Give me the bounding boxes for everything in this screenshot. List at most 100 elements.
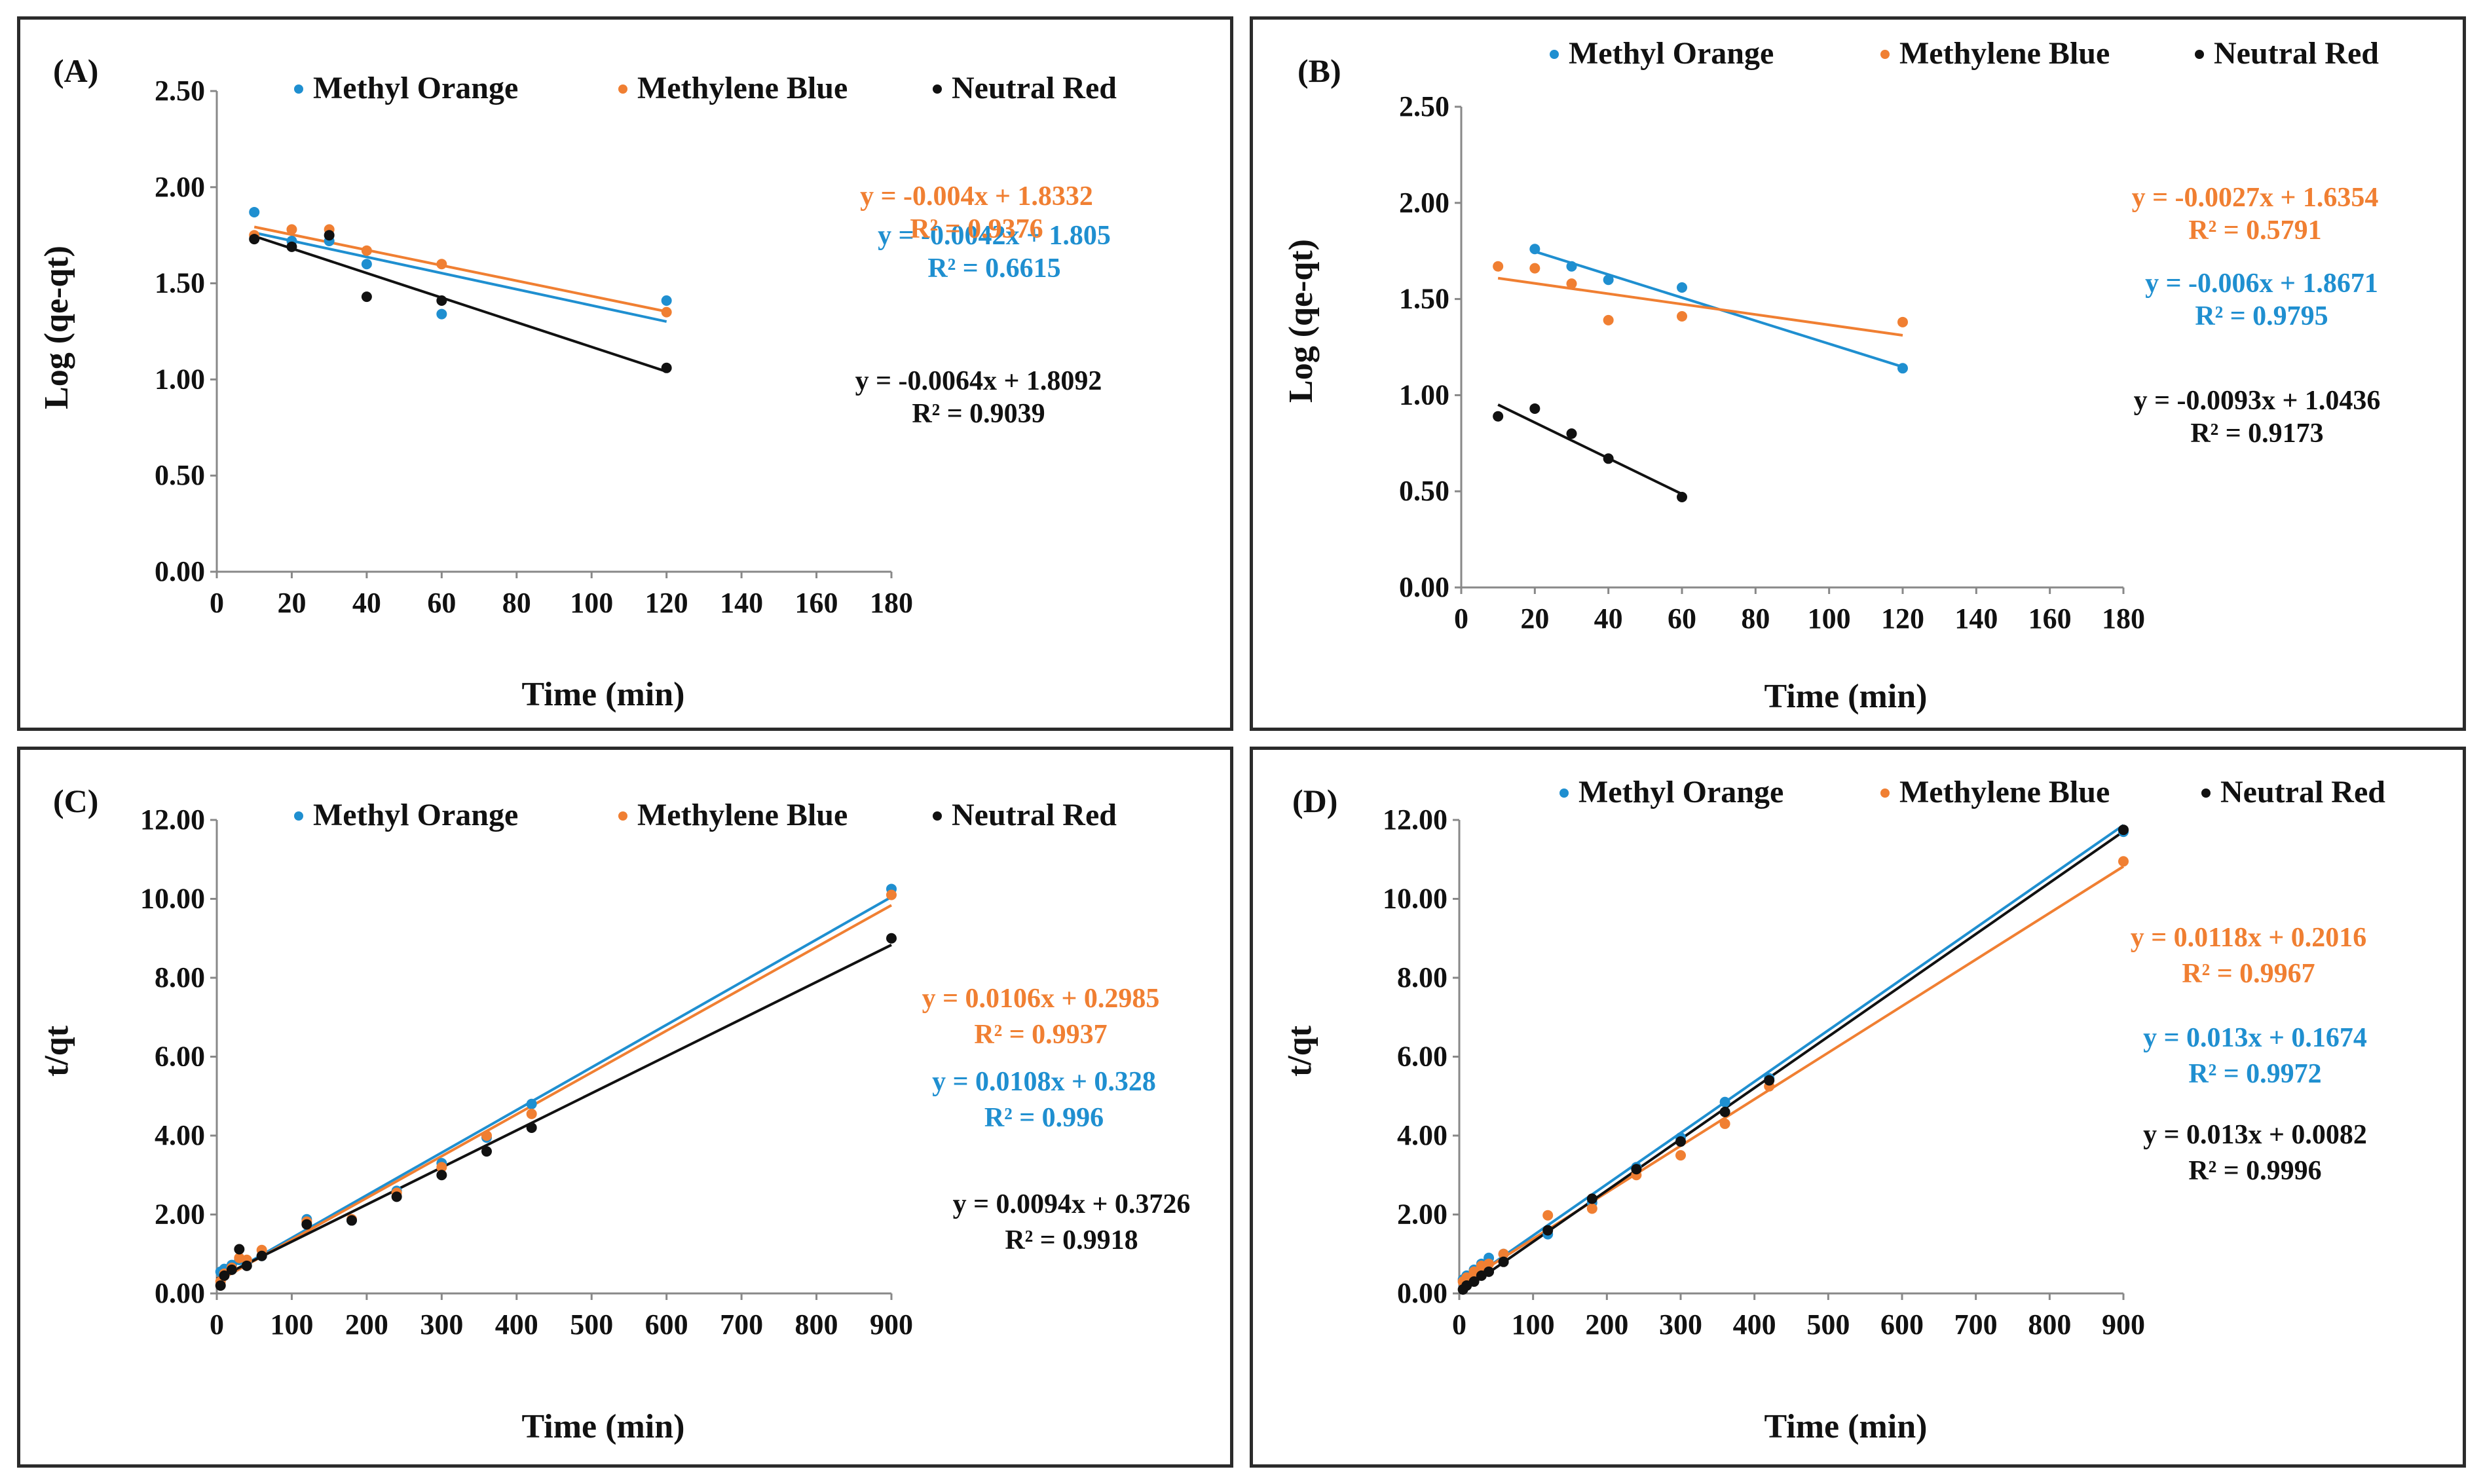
data-point [1603,274,1614,286]
trendline [253,231,667,323]
r-squared-label: R² = 0.5791 [2188,215,2321,246]
data-point [1603,453,1614,464]
legend-entry: Methyl Orange [1569,36,1774,71]
x-tick-label: 0 [210,587,224,619]
data-point [1529,244,1540,255]
x-tick-label: 600 [1880,1308,1924,1341]
trendline [1458,824,2125,1288]
legend-marker [294,84,303,94]
x-tick-label: 400 [1733,1308,1776,1341]
data-point [1566,261,1577,272]
chart-panel-c: (C) Methyl Orange Methylene Blue Neutral Re… [17,747,1233,1468]
legend-marker [618,811,627,821]
x-tick-label: 300 [420,1308,463,1341]
y-tick-label: 1.00 [155,363,205,395]
legend-marker [1559,788,1569,798]
data-point [256,1250,267,1261]
data-point [1677,311,1687,322]
trendline-equation: y = 0.0108x + 0.328 [932,1067,1156,1097]
y-tick-label: 0.50 [155,459,205,491]
data-point [1897,316,1908,327]
trendline-equation: y = 0.0118x + 0.2016 [2131,923,2367,953]
data-point [886,889,897,900]
data-point [436,308,447,320]
data-point [234,1244,245,1255]
data-point [1493,411,1504,422]
y-tick-label: 2.50 [1399,90,1449,122]
data-point [481,1146,492,1157]
data-point [1529,403,1540,414]
legend-marker [2195,50,2204,59]
data-point [1498,1256,1509,1267]
data-point [2118,856,2129,867]
legend-marker [294,811,303,821]
legend-marker [1880,50,1890,59]
r-squared-label: R² = 0.6615 [927,253,1060,284]
data-point [436,295,447,306]
legend-marker [1880,788,1890,798]
x-tick-label: 900 [2102,1308,2145,1341]
y-axis-label: t/qt [38,1025,75,1077]
x-axis-label: Time (min) [522,676,685,713]
chart-a-svg: (A) Methyl Orange Methylene Blue Neutral Re… [38,52,1117,713]
legend-marker [1550,50,1559,59]
trendline [1497,403,1683,496]
data-point [301,1219,312,1230]
x-tick-label: 100 [270,1308,313,1341]
trendline-equation: y = 0.013x + 0.1674 [2143,1023,2367,1053]
data-point [886,933,897,944]
legend-entry: Methylene Blue [1899,775,2110,809]
data-point [226,1264,237,1275]
trendline [253,225,667,313]
data-point [1566,278,1577,289]
trendline-equation: y = 0.0106x + 0.2985 [922,984,1160,1014]
x-tick-label: 700 [1954,1308,1998,1341]
data-point [286,241,297,252]
trendline-equation: y = -0.0042x + 1.805 [878,221,1111,251]
data-point [1468,1276,1480,1287]
data-point [436,1170,447,1181]
x-tick-label: 600 [645,1308,688,1341]
r-squared-label: R² = 0.9795 [2195,301,2328,331]
data-point [324,230,335,241]
y-tick-label: 12.00 [1383,804,1447,836]
trendline-equation: y = 0.013x + 0.0082 [2143,1120,2367,1150]
x-axis-label: Time (min) [1764,678,1928,715]
data-point [526,1122,537,1133]
x-tick-label: 100 [1808,603,1851,635]
x-axis-label: Time (min) [522,1408,685,1445]
x-tick-label: 80 [1741,603,1770,635]
x-tick-label: 800 [2028,1308,2071,1341]
data-point [361,245,372,256]
x-tick-label: 700 [720,1308,763,1341]
x-tick-label: 120 [1881,603,1924,635]
x-tick-label: 140 [720,587,763,619]
x-tick-label: 200 [1585,1308,1628,1341]
panel-label: (A) [53,52,98,89]
y-tick-label: 2.00 [1399,187,1449,219]
y-tick-label: 2.50 [155,75,205,107]
x-tick-label: 100 [1512,1308,1555,1341]
trendline [216,944,892,1280]
legend-entry: Neutral Red [2220,775,2385,809]
trendline [1458,830,2125,1295]
r-squared-label: R² = 0.9996 [2188,1156,2321,1186]
y-tick-label: 10.00 [140,883,205,915]
x-tick-label: 100 [570,587,613,619]
r-squared-label: R² = 0.9967 [2182,959,2315,989]
y-tick-label: 1.50 [1399,283,1449,315]
trendline-equation: y = -0.004x + 1.8332 [860,181,1093,212]
data-point [1493,261,1504,272]
y-tick-label: 4.00 [1397,1119,1447,1151]
data-point [215,1280,226,1291]
legend-marker [2201,788,2211,798]
r-squared-label: R² = 0.9376 [910,214,1043,244]
y-tick-label: 8.00 [1397,961,1447,993]
y-tick-label: 2.00 [155,1198,205,1231]
data-point [249,234,260,245]
panel-label: (B) [1298,52,1341,89]
data-point [481,1130,492,1141]
data-point [526,1108,537,1119]
legend-marker [618,84,627,94]
data-point [241,1260,252,1271]
